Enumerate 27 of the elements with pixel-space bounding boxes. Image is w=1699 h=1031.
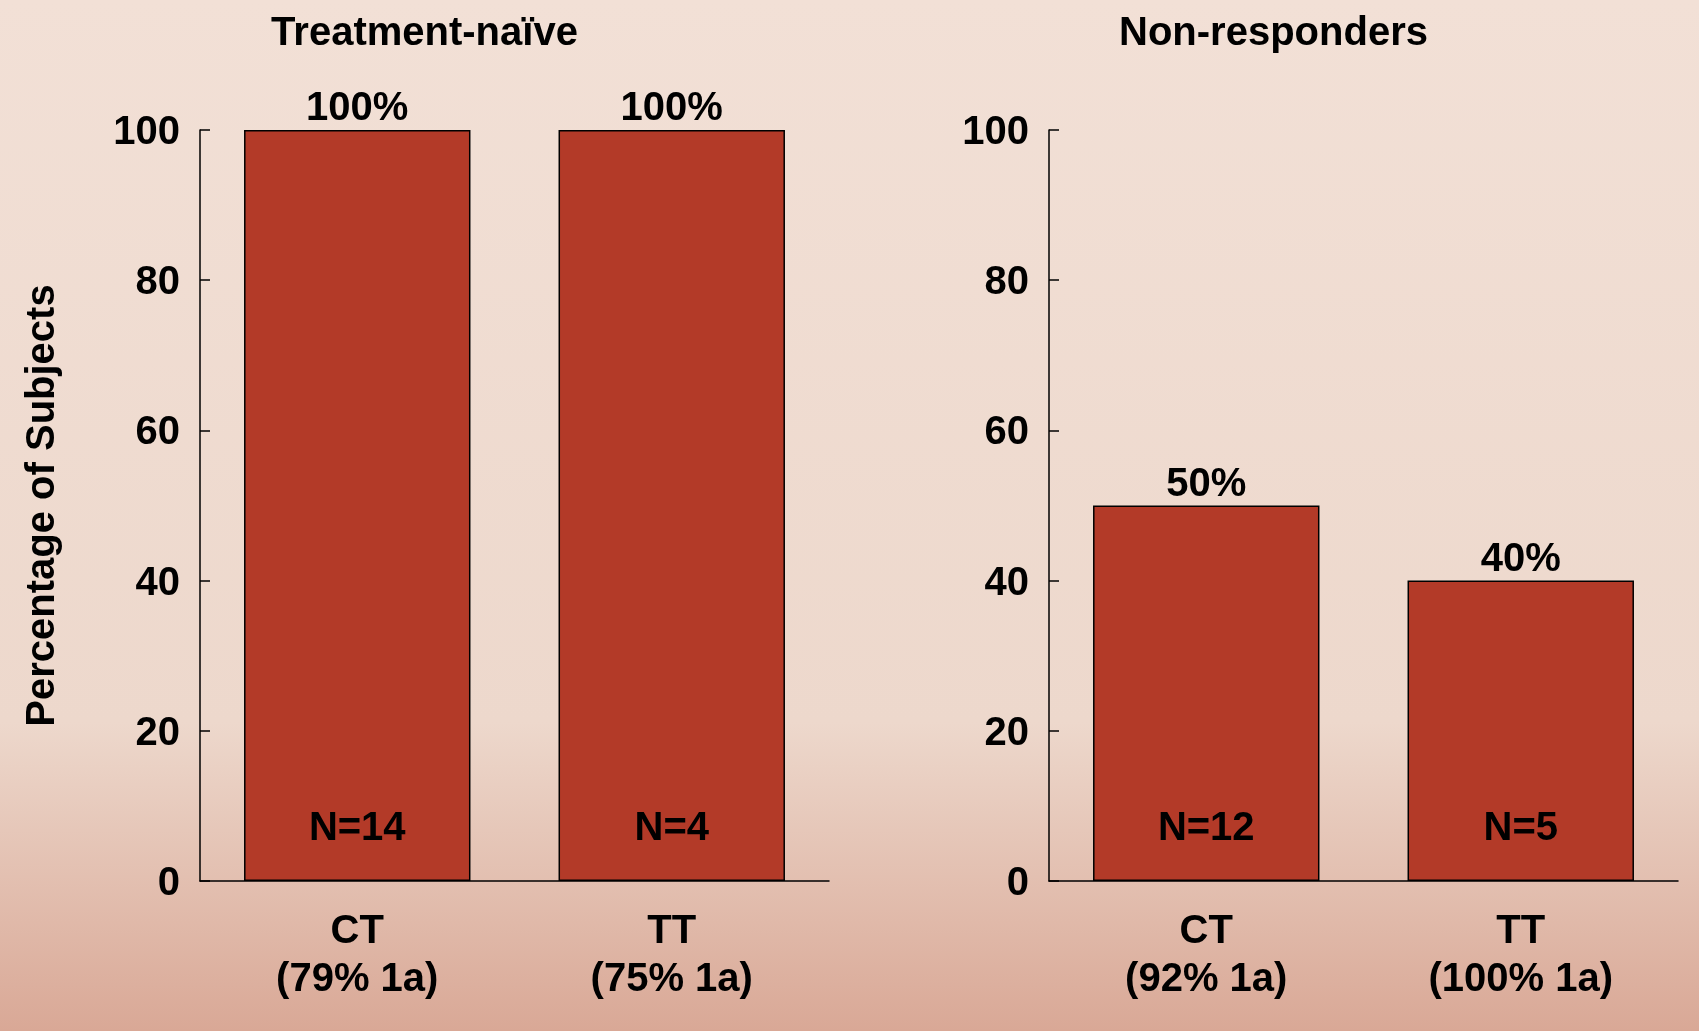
data-label: 50% <box>1166 459 1247 504</box>
y-tick-label: 0 <box>1006 859 1029 903</box>
y-tick-label: 20 <box>135 708 180 753</box>
y-axis-title: Percentage of Subjects <box>18 284 62 727</box>
chart-title: Treatment-naïve <box>271 9 578 53</box>
y-tick-label: 80 <box>984 258 1029 303</box>
annotation: N=5 <box>1483 804 1558 848</box>
x-tick-label: CT (92% 1a) <box>1125 907 1288 999</box>
y-tick-label: 40 <box>135 558 180 603</box>
y-tick-label: 40 <box>984 558 1029 603</box>
y-tick-label: 100 <box>113 108 180 152</box>
annotation: N=4 <box>634 804 710 848</box>
x-tick-label: TT (75% 1a) <box>590 907 753 999</box>
data-label: 40% <box>1480 534 1561 579</box>
data-label: 100% <box>306 84 409 128</box>
y-tick-label: 100 <box>962 108 1029 152</box>
x-tick-label: CT (79% 1a) <box>276 907 439 999</box>
data-label: 100% <box>620 84 723 128</box>
annotation: N=12 <box>1157 804 1255 848</box>
y-tick-label: 20 <box>984 708 1029 753</box>
y-tick-label: 60 <box>135 408 180 453</box>
annotation: N=14 <box>308 804 407 848</box>
y-tick-label: 80 <box>135 258 180 303</box>
y-tick-label: 0 <box>157 859 180 903</box>
y-tick-label: 60 <box>984 408 1029 453</box>
x-tick-label: TT (100% 1a) <box>1428 907 1614 999</box>
chart-title: Non-responders <box>1119 9 1428 53</box>
